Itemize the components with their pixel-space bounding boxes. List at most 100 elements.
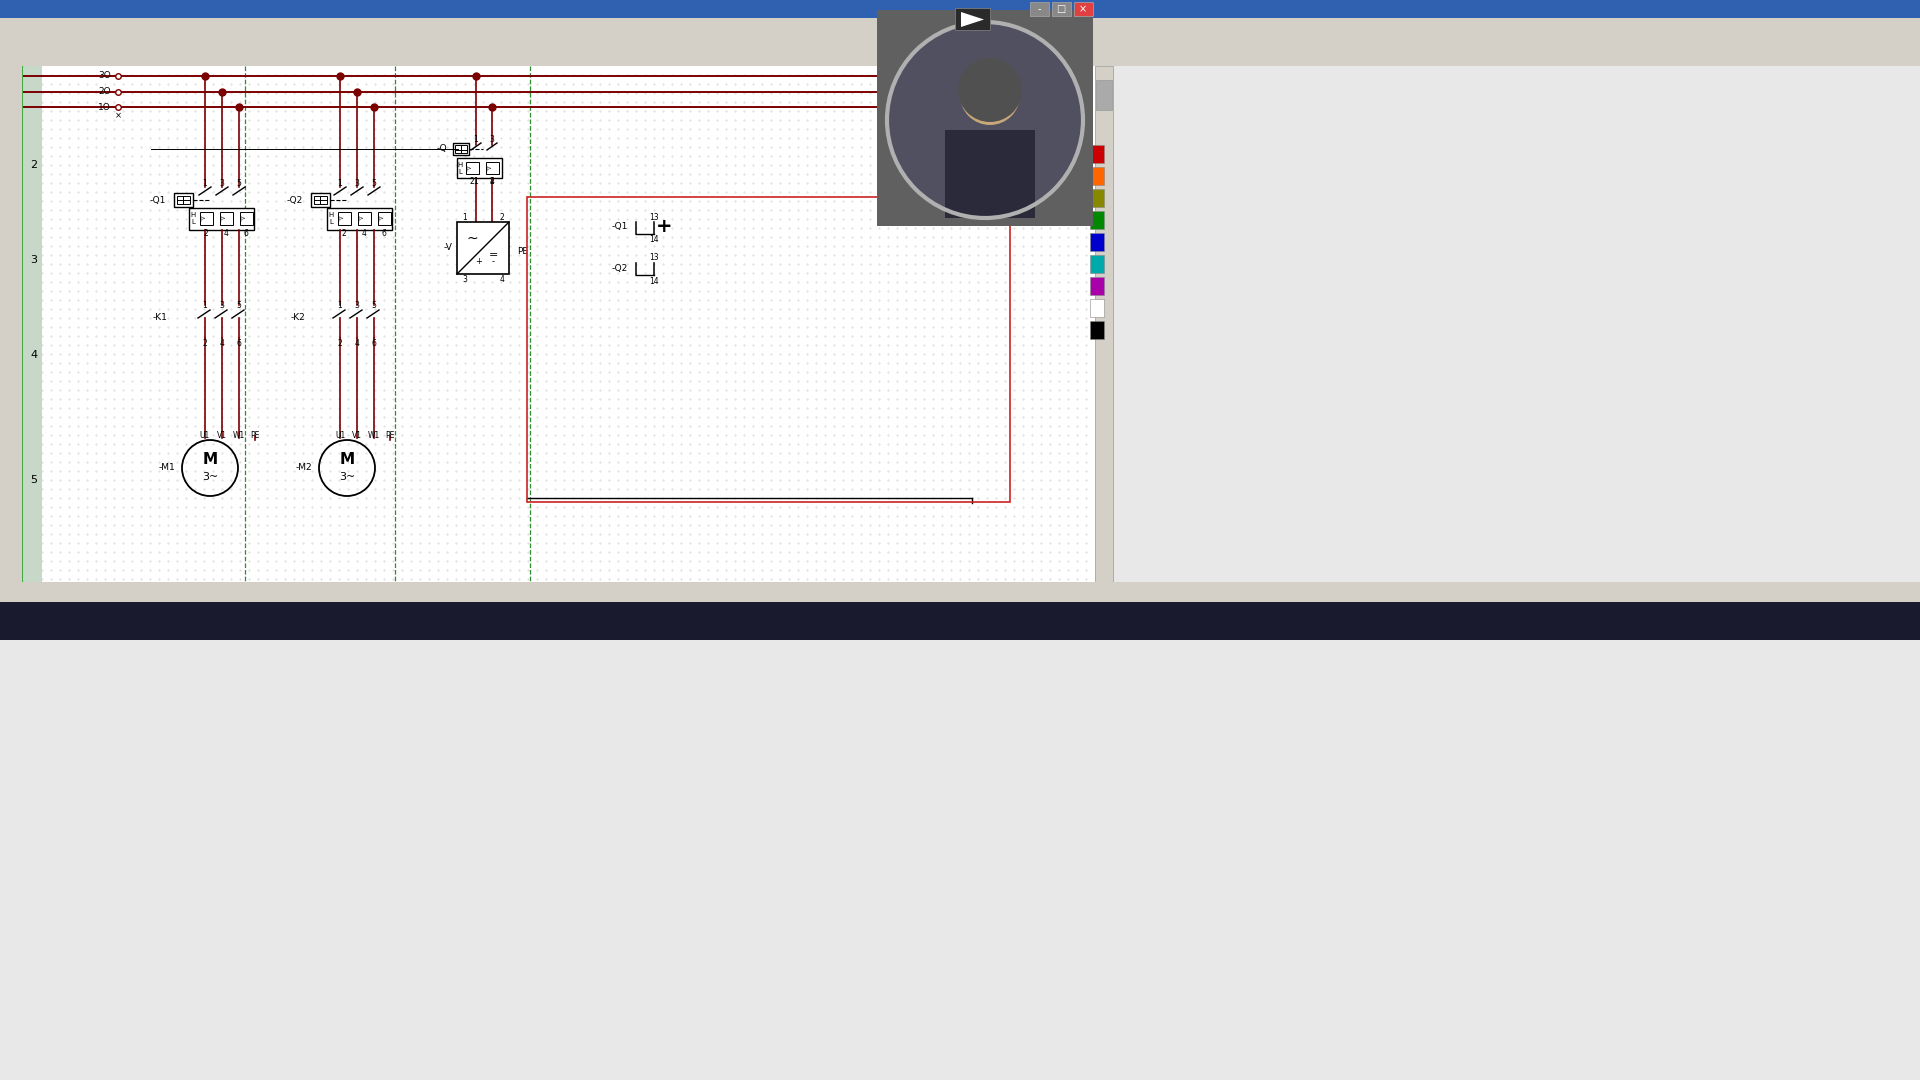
Text: Help: Help [394,21,417,31]
Text: 4: 4 [355,338,359,348]
Text: Edición: Edición [972,586,1008,596]
Text: M: M [340,451,355,467]
Bar [175,193,194,207]
Text: 3: 3 [355,179,359,189]
Text: PE: PE [386,432,396,441]
Text: -V: -V [444,243,451,252]
Bar [0,582,1920,604]
Bar [954,8,991,30]
Text: 1: 1 [463,213,467,221]
Text: 1: 1 [338,301,342,311]
Bar [1091,189,1104,207]
Text: -Q2: -Q2 [612,264,628,272]
Text: V1: V1 [217,432,227,441]
Text: 6: 6 [236,338,242,348]
Text: □: □ [6,114,15,125]
Text: W1: W1 [369,432,380,441]
Text: -M1: -M1 [157,463,175,473]
Bar [457,158,501,178]
Text: 3: 3 [490,135,495,145]
Text: ○: ○ [6,135,15,145]
Text: ✏: ✏ [6,195,15,205]
Bar [1052,2,1071,16]
Text: 02/08/2024: 02/08/2024 [1816,616,1864,624]
Text: 3O: 3O [98,71,111,81]
Text: |>: |> [240,215,246,220]
Text: |>: |> [200,215,205,220]
Text: Window: Window [342,21,380,31]
Text: M: M [202,451,217,467]
Bar [0,50,1920,66]
Text: 2: 2 [499,213,505,221]
Bar [1091,211,1104,229]
Text: View: View [238,21,261,31]
Text: ■: ■ [6,156,15,165]
Text: 2: 2 [31,160,38,170]
Text: H: H [190,212,196,218]
Text: 4: 4 [490,176,495,186]
Text: -Q: -Q [436,145,447,153]
Bar [0,0,1920,18]
Bar [455,145,467,153]
Bar [1091,299,1104,318]
Text: U1: U1 [200,432,209,441]
Bar [1091,145,1104,163]
Text: 5: 5 [236,179,242,189]
Bar [1091,321,1104,339]
Bar [457,222,509,274]
Bar [0,602,1920,640]
Text: 2: 2 [338,338,342,348]
Text: 22°C: 22°C [15,606,35,615]
Bar [1029,2,1048,16]
Text: 1: 1 [474,177,478,187]
Text: 4: 4 [223,230,228,239]
Text: H: H [457,162,463,168]
Bar [188,208,253,230]
Text: 🔍 Pesquisar: 🔍 Pesquisar [323,611,378,621]
Text: 16:30: 16:30 [1826,605,1855,615]
Text: 4: 4 [499,275,505,284]
Text: 3~: 3~ [202,472,219,482]
Bar [311,193,330,207]
Text: 13: 13 [649,213,659,221]
Text: |>: |> [378,215,384,220]
Text: PE: PE [250,432,259,441]
Text: 5: 5 [372,179,376,189]
Text: |>: |> [338,215,344,220]
Bar [877,10,1092,226]
Text: 5: 5 [31,475,38,485]
Bar [357,212,371,225]
Text: Stop: Stop [1048,586,1071,596]
Text: \: \ [10,95,13,105]
Bar [338,212,351,225]
Text: 3: 3 [31,255,38,265]
Text: PE: PE [516,247,528,256]
Text: 1: 1 [474,135,478,145]
Text: 3~: 3~ [338,472,355,482]
Text: W1: W1 [232,432,246,441]
Text: 6: 6 [372,338,376,348]
Text: 4: 4 [361,230,367,239]
Text: |>: |> [219,215,227,220]
Bar [1091,167,1104,185]
Text: 4: 4 [31,350,38,360]
Text: 6: 6 [244,230,248,239]
Bar [1091,255,1104,273]
Text: V1: V1 [351,432,363,441]
Bar [467,162,478,174]
Text: -Q2: -Q2 [286,195,303,204]
Text: 1: 1 [204,301,207,311]
Text: Bars: Bars [290,21,311,31]
Text: 3: 3 [355,301,359,311]
Text: CADe_SIMU - [CADe_S15]: CADe_SIMU - [CADe_S15] [6,3,146,14]
Text: -M2: -M2 [296,463,311,473]
Circle shape [887,22,1083,218]
Text: Edit: Edit [83,21,102,31]
Bar [177,195,190,204]
Bar [1094,66,1114,586]
Text: 2: 2 [204,230,209,239]
Text: +: + [476,257,482,267]
Text: ●: ● [6,175,15,185]
Text: |>: |> [467,165,472,171]
Text: 2: 2 [204,338,207,348]
